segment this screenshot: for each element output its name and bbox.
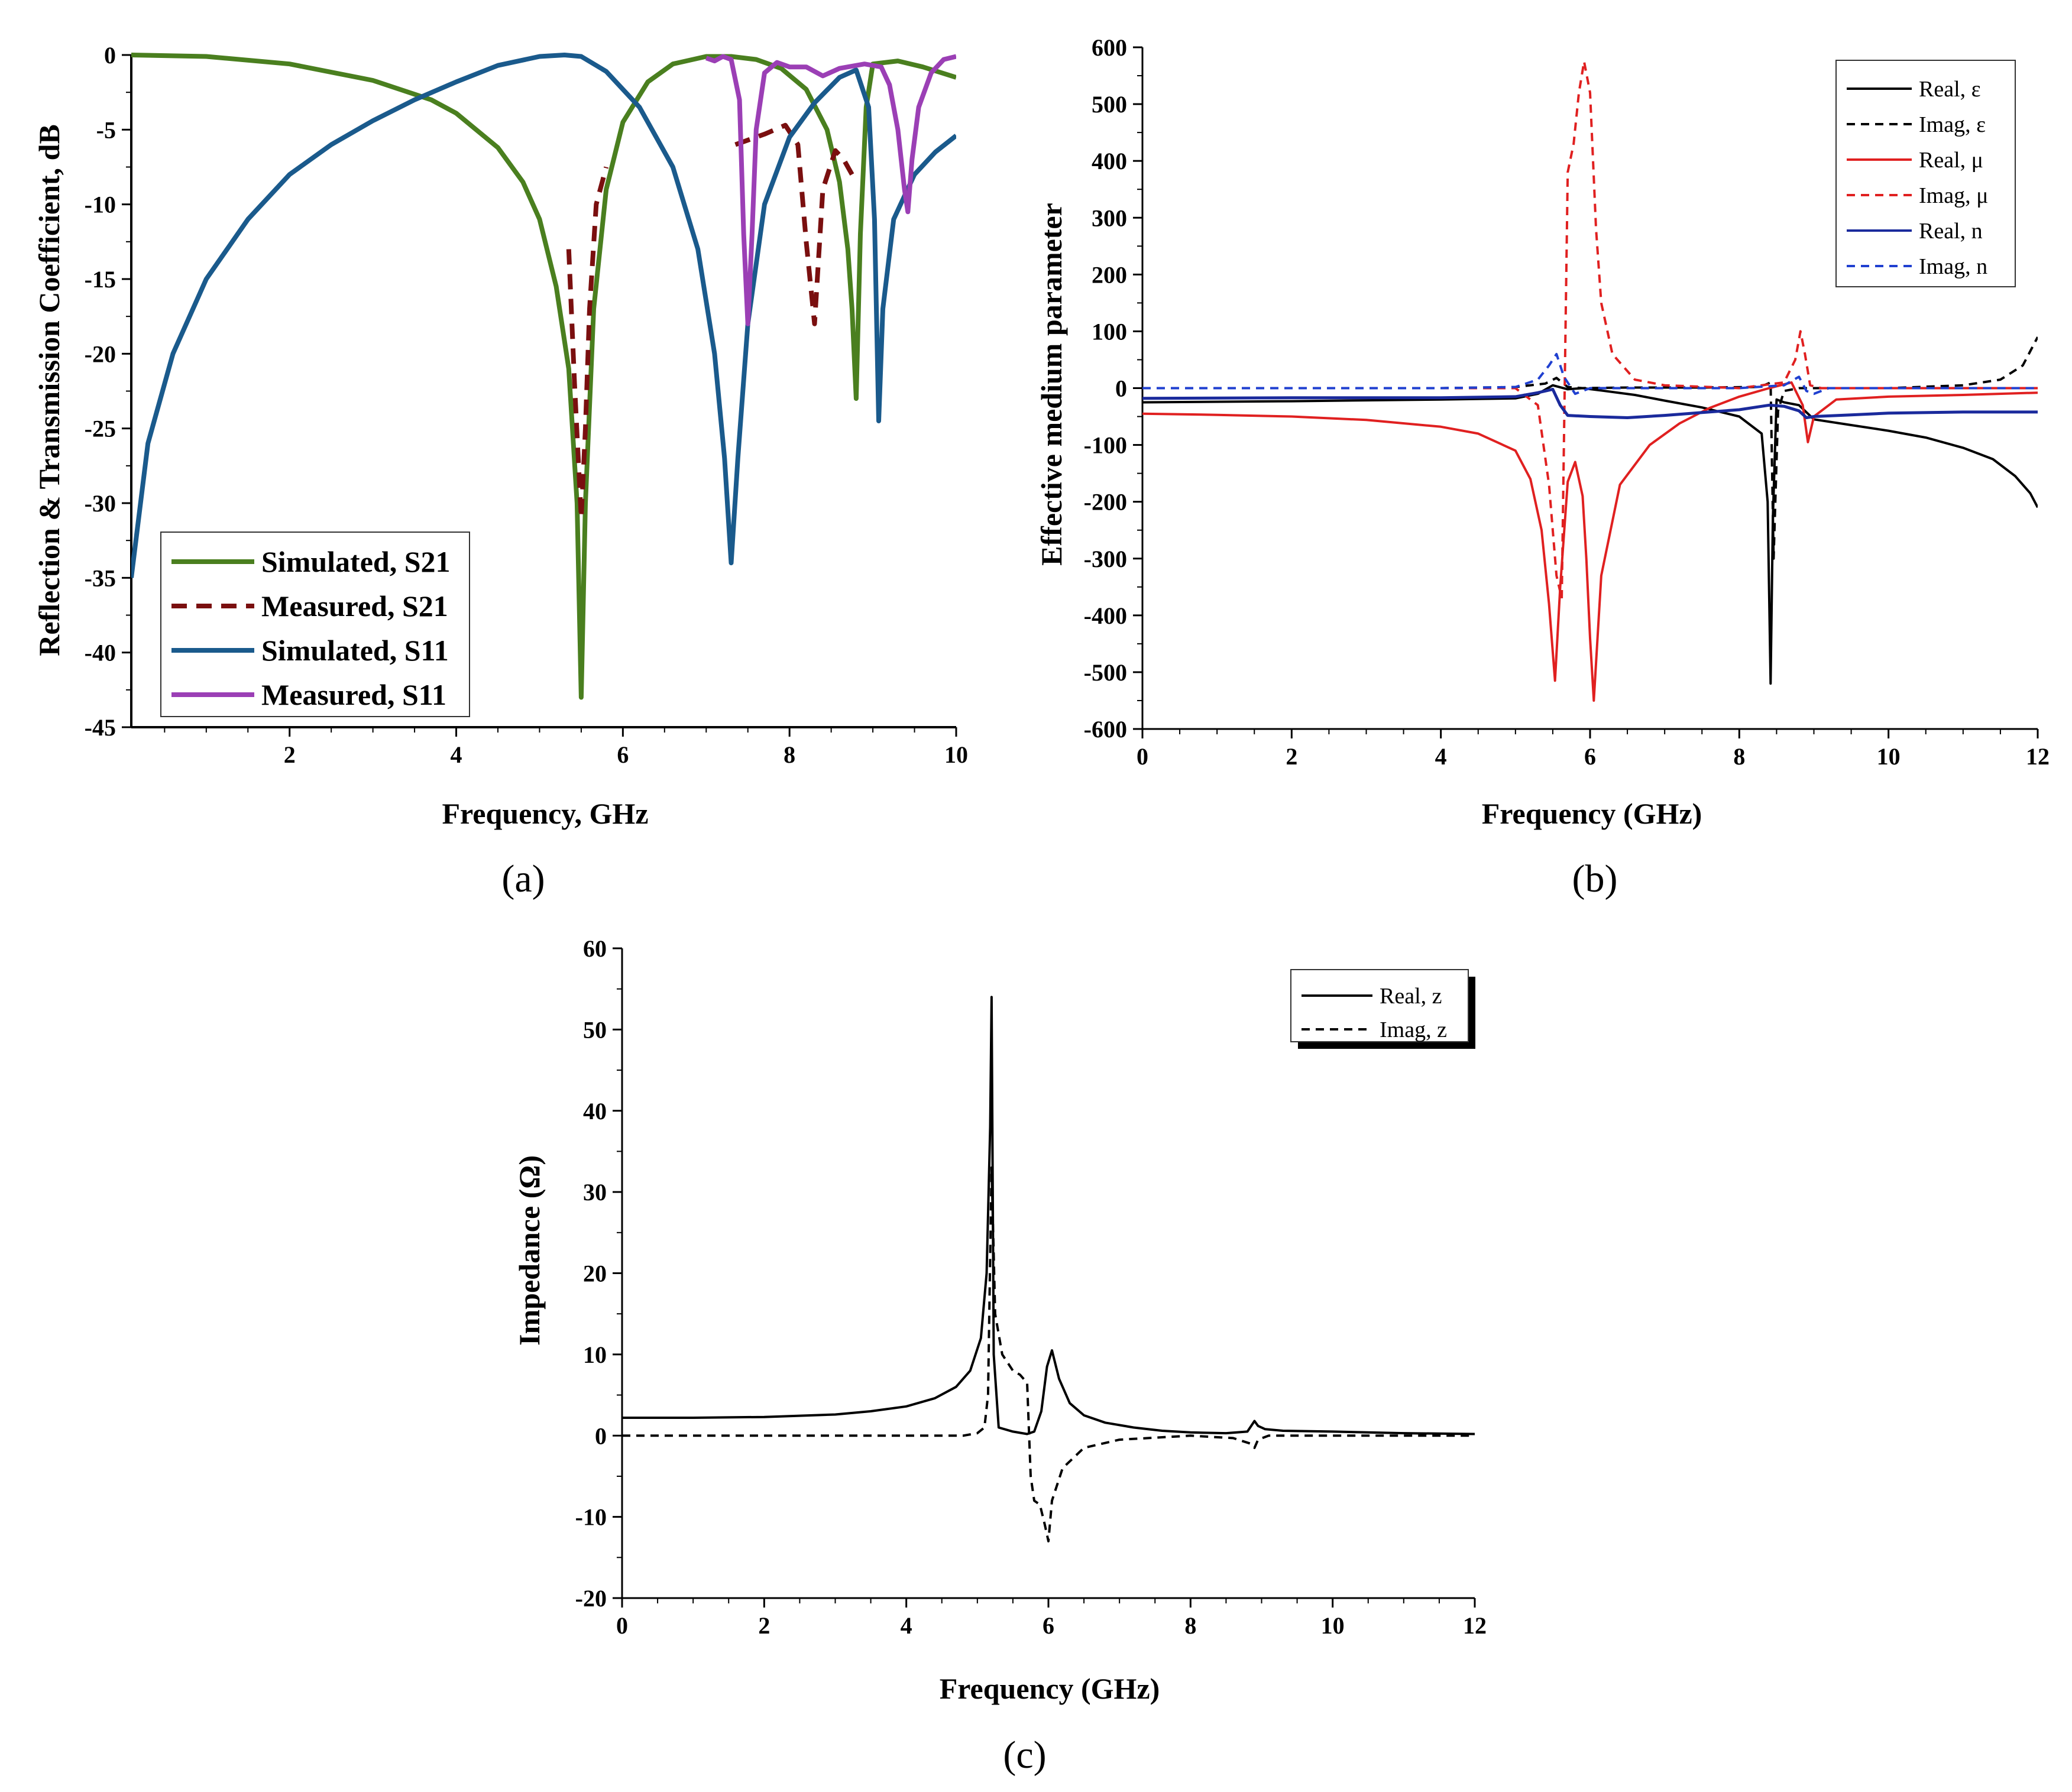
panel-a-caption: (a): [501, 857, 545, 900]
panel-a-x-tick-label: 8: [784, 741, 795, 768]
panel-b-y-axis-label: Effective medium parameter: [1035, 203, 1068, 566]
panel-c-y-tick-label: 50: [583, 1016, 607, 1043]
panel-b-series-line-5: [1142, 387, 2038, 419]
panel-b-x-tick-label: 4: [1435, 743, 1447, 770]
panel-c-y-tick-label: 20: [583, 1260, 607, 1287]
panel-a-chart: Reflection & Transmission Coefficient, d…: [33, 42, 968, 900]
panel-a-legend-label: Simulated, S21: [261, 545, 451, 578]
panel-b-y-tick-label: 200: [1092, 261, 1127, 288]
panel-c-y-tick-label: -10: [575, 1504, 607, 1531]
panel-a-legend: Simulated, S21 Measured, S21 Simulated, S1…: [160, 532, 470, 717]
panel-b-x-tick-label: 8: [1733, 743, 1745, 770]
panel-a-series-line-1: [131, 53, 956, 700]
panel-b-plot-area: [1142, 60, 2038, 702]
panel-a-legend-label: Measured, S11: [261, 678, 446, 711]
panel-b-series-line-6: [1142, 352, 2038, 396]
panel-c-x-axis-label: Frequency (GHz): [940, 1672, 1160, 1705]
panel-b-legend-box: [1835, 60, 2016, 287]
panel-c-y-tick-label: 30: [583, 1179, 607, 1206]
panel-a-y-tick-label: -35: [85, 565, 116, 591]
panel-b-x-axis-label: Frequency (GHz): [1482, 797, 1702, 830]
panel-c-x-tick-label: 12: [1463, 1612, 1487, 1639]
panel-c-x-tick-label: 6: [1043, 1612, 1054, 1639]
panel-b-legend-label: Imag, ε: [1919, 112, 1986, 137]
panel-c-x-tick-label: 4: [901, 1612, 912, 1639]
panel-b-x-tick-label: 10: [1877, 743, 1901, 770]
panel-b-x-tick-label: 6: [1584, 743, 1596, 770]
panel-a-y-tick-label: -20: [85, 341, 116, 367]
panel-a-series-line-4: [705, 54, 956, 326]
panel-c-legend: Real, z Imag, z: [1290, 969, 1475, 1049]
panel-a-y-tick-label: -45: [85, 714, 116, 741]
panel-c-series-line-1: [622, 996, 1475, 1435]
panel-c-x-tick-label: 10: [1321, 1612, 1345, 1639]
panel-b-legend-label: Real, ε: [1919, 77, 1981, 102]
panel-b-series-line-2: [1142, 336, 2038, 560]
panel-b-y-tick-label: -300: [1084, 546, 1127, 572]
panel-a-series-line-3: [131, 53, 956, 578]
panel-c-chart: Impedance (Ω) Frequency (GHz) (c) -20 -10…: [513, 935, 1487, 1777]
panel-c-series-line-2: [622, 1166, 1475, 1543]
panel-a-x-tick-label: 4: [451, 741, 462, 768]
panel-a-y-axis-label: Reflection & Transmission Coefficient, d…: [33, 124, 66, 656]
panel-c-x-tick-label: 0: [616, 1612, 628, 1639]
panel-a-x-axis-label: Frequency, GHz: [442, 797, 648, 830]
panel-b-y-tick-label: 300: [1092, 205, 1127, 231]
panel-b-y-tick-label: 100: [1092, 318, 1127, 345]
panel-b-y-tick-label: 0: [1115, 375, 1127, 402]
panel-c-y-axis-label: Impedance (Ω): [513, 1155, 546, 1346]
panel-c-legend-label: Real, z: [1380, 984, 1442, 1009]
panel-b-y-tick-label: -500: [1084, 659, 1127, 686]
panel-c-x-tick-label: 2: [758, 1612, 770, 1639]
panel-c-caption: (c): [1003, 1733, 1046, 1777]
panel-a-y-tick-label: -30: [85, 490, 116, 517]
panel-c-y-tick-label: 40: [583, 1098, 607, 1125]
panel-a-legend-label: Measured, S21: [261, 589, 448, 623]
panel-b-legend: Real, ε Imag, ε Real, μ Imag, μ Real, n Imag,…: [1835, 60, 2016, 287]
panel-a-y-tick-label: 0: [104, 42, 116, 69]
panel-b-y-tick-label: -200: [1084, 489, 1127, 516]
panel-b-x-tick-label: 0: [1137, 743, 1148, 770]
panel-c-y-tick-label: -20: [575, 1585, 607, 1612]
panel-b-series-line-3: [1142, 381, 2038, 702]
panel-b-legend-label: Real, n: [1919, 219, 1983, 244]
panel-b-caption: (b): [1572, 857, 1618, 900]
panel-a-y-tick-label: -10: [85, 192, 116, 218]
panel-b-legend-label: Real, μ: [1919, 148, 1983, 173]
panel-c-y-tick-label: 60: [583, 935, 607, 962]
panel-c-plot-area: [622, 996, 1475, 1543]
panel-a-x-tick-label: 2: [284, 741, 296, 768]
panel-c-x-tick-label: 8: [1184, 1612, 1196, 1639]
panel-c-y-tick-label: 0: [595, 1422, 607, 1449]
panel-b-y-tick-label: 500: [1092, 91, 1127, 118]
panel-b-y-tick-label: -100: [1084, 432, 1127, 459]
panel-b-y-tick-label: -600: [1084, 716, 1127, 743]
panel-a-legend-label: Simulated, S11: [261, 634, 449, 667]
panel-a-x-tick-label: 10: [944, 741, 968, 768]
panel-b-chart: Effective medium parameter Frequency (GH…: [1035, 34, 2050, 900]
panel-a-y-tick-label: -40: [85, 640, 116, 666]
panel-b-y-tick-label: -400: [1084, 602, 1127, 629]
panel-b-x-tick-label: 2: [1286, 743, 1297, 770]
panel-b-y-tick-label: 400: [1092, 148, 1127, 174]
panel-b-x-tick-label: 12: [2026, 743, 2050, 770]
panel-a-y-tick-label: -5: [96, 116, 116, 143]
panel-b-series-line-4: [1142, 60, 2038, 600]
panel-a-y-tick-label: -15: [85, 266, 116, 293]
panel-b-legend-label: Imag, μ: [1919, 183, 1988, 208]
panel-a-plot-area: [131, 53, 956, 700]
panel-a-y-tick-label: -25: [85, 416, 116, 442]
panel-a-x-tick-label: 6: [617, 741, 629, 768]
panel-b-series-line-1: [1142, 384, 2038, 685]
panel-a-series-line-2: [566, 166, 609, 521]
panel-c-legend-label: Imag, z: [1380, 1017, 1447, 1042]
panel-b-y-tick-label: 600: [1092, 34, 1127, 61]
panel-c-y-tick-label: 10: [583, 1341, 607, 1368]
panel-b-legend-label: Imag, n: [1919, 254, 1987, 279]
